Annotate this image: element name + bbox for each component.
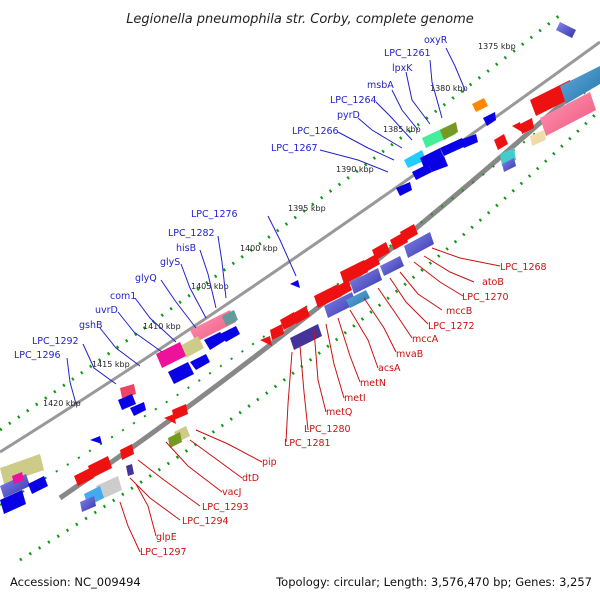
- gene-label: com1: [110, 291, 136, 302]
- gene-label: LPC_1266: [292, 126, 339, 137]
- gene-label: mvaB: [396, 349, 423, 360]
- gene-label: oxyR: [424, 35, 448, 46]
- gene-label: atoB: [482, 277, 504, 288]
- gene-label: metQ: [326, 407, 352, 418]
- gene-label: lpxK: [392, 63, 413, 74]
- kbp-label: 1400 kbp: [240, 244, 278, 253]
- reverse-leaders: [119, 247, 501, 553]
- kbp-label: 1415 kbp: [92, 360, 130, 369]
- gene-label: LPC_1267: [271, 143, 318, 154]
- gene-label: vacJ: [222, 487, 241, 498]
- gene-label: LPC_1264: [330, 95, 377, 106]
- gene-label: metI: [344, 393, 366, 404]
- gene-label: LPC_1270: [462, 292, 509, 303]
- kbp-label: 1405 kbp: [191, 282, 229, 291]
- accession-label: Accession: NC_009494: [10, 575, 141, 589]
- kbp-labels: 1375 kbp 1380 kbp 1385 kbp 1390 kbp 1395…: [43, 42, 516, 408]
- gene-label: LPC_1294: [182, 516, 229, 527]
- gene-label: mccA: [412, 334, 439, 345]
- gene-label: metN: [360, 378, 386, 389]
- kbp-label: 1380 kbp: [430, 84, 468, 93]
- genome-summary: Topology: circular; Length: 3,576,470 bp…: [275, 575, 592, 589]
- gene-label: LPC_1293: [202, 502, 249, 513]
- gene-label: LPC_1296: [14, 350, 61, 361]
- gene-label: LPC_1282: [168, 228, 215, 239]
- gene-label: LPC_1261: [384, 48, 431, 59]
- map-title: Legionella pneumophila str. Corby, compl…: [126, 12, 474, 27]
- gene-label: pyrD: [337, 110, 360, 121]
- gene-label: dtD: [242, 473, 259, 484]
- kbp-label: 1395 kbp: [288, 204, 326, 213]
- gene-label: glyS: [160, 257, 180, 268]
- gene-label: hisB: [176, 243, 196, 254]
- gene-label: LPC_1272: [428, 321, 475, 332]
- kbp-label: 1420 kbp: [43, 399, 81, 408]
- forward-gene-labels: oxyR LPC_1261 lpxK msbA LPC_1264 pyrD LP…: [14, 35, 448, 361]
- kbp-track-upper: [0, 13, 561, 432]
- gene-label: uvrD: [95, 305, 118, 316]
- gene-label: LPC_1297: [140, 547, 187, 558]
- gene-label: glpE: [156, 532, 177, 543]
- reverse-gene-labels: LPC_1268 atoB LPC_1270 mccB LPC_1272 mcc…: [140, 262, 547, 558]
- gene-label: pip: [262, 457, 277, 468]
- kbp-label: 1390 kbp: [336, 165, 374, 174]
- forward-features: [0, 22, 576, 514]
- forward-leaders: [66, 47, 466, 405]
- gene-label: LPC_1280: [304, 424, 351, 435]
- gene-label: glyQ: [135, 273, 157, 284]
- reverse-features: [74, 66, 600, 512]
- gene-label: LPC_1268: [500, 262, 547, 273]
- gene-label: acsA: [378, 363, 401, 374]
- kbp-label: 1410 kbp: [143, 322, 181, 331]
- kbp-label: 1375 kbp: [478, 42, 516, 51]
- gene-label: mccB: [446, 306, 472, 317]
- gene-label: LPC_1292: [32, 336, 79, 347]
- gene-label: LPC_1281: [284, 438, 331, 449]
- gene-label: msbA: [367, 80, 394, 91]
- gene-label: gshB: [79, 320, 103, 331]
- kbp-track-lower: [19, 108, 600, 562]
- gene-label: LPC_1276: [191, 209, 238, 220]
